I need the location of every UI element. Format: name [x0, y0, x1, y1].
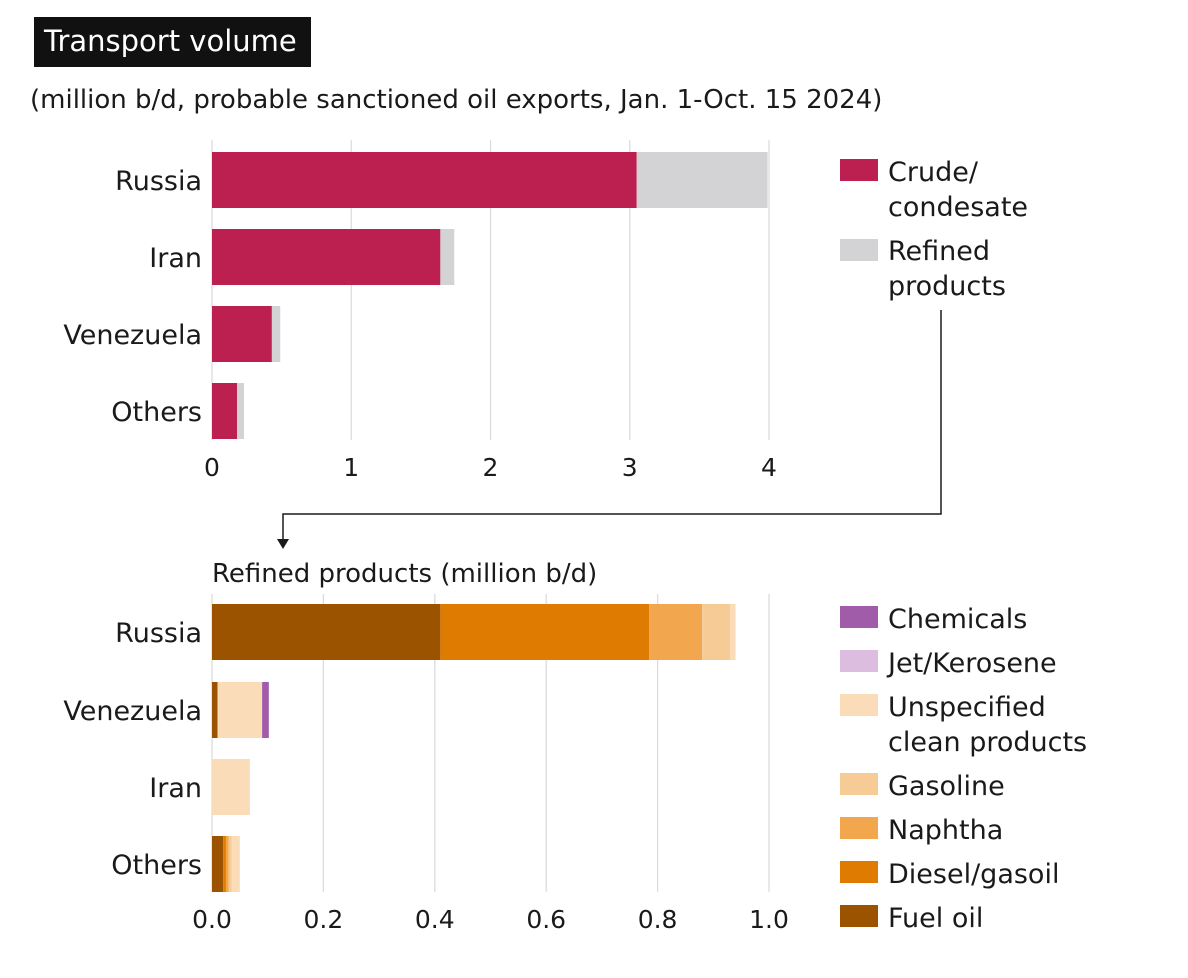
- legend-label: Naphtha: [888, 815, 1003, 846]
- bar-others-fuel-oil: [212, 836, 224, 892]
- bar-venezuela-fuel-oil: [212, 682, 218, 738]
- bar-russia-unspecified-clean-products: [730, 604, 736, 660]
- legend-swatch: [840, 773, 878, 795]
- bar-venezuela-refined-products: [271, 306, 281, 362]
- legend-label: condesate: [888, 192, 1028, 223]
- bar-others-diesel-gasoil: [223, 836, 226, 892]
- chart-title: Transport volume: [34, 17, 311, 67]
- legend-label: products: [888, 271, 1006, 302]
- x-tick-label: 0.0: [192, 905, 232, 934]
- bar-russia-gasoline: [702, 604, 731, 660]
- legend-bottom: Chemicals Jet/Kerosene Unspecified clean pr…: [840, 604, 1087, 934]
- bar-iran-crude-condesate: [212, 229, 441, 285]
- bar-russia-refined-products: [636, 152, 768, 208]
- bar-others-unspecified-clean-products: [231, 836, 240, 892]
- chart-subtitle: (million b/d, probable sanctioned oil ex…: [30, 85, 883, 115]
- bar-venezuela-unspecified-clean-products: [217, 682, 263, 738]
- bar-russia-naphtha: [649, 604, 703, 660]
- bar-russia-diesel-gasoil: [440, 604, 650, 660]
- legend-swatch: [840, 905, 878, 927]
- category-label: Others: [111, 850, 202, 881]
- category-label: Russia: [115, 166, 202, 197]
- x-tick-label: 1: [343, 453, 359, 482]
- legend-label: clean products: [888, 727, 1087, 758]
- category-label: Russia: [115, 618, 202, 649]
- bar-others-refined-products: [237, 383, 245, 439]
- legend-swatch: [840, 159, 878, 181]
- x-tick-label: 0.6: [526, 905, 566, 934]
- connector-line: [282, 310, 942, 541]
- bar-iran-refined-products: [440, 229, 455, 285]
- x-tick-label: 3: [622, 453, 638, 482]
- legend-label: Unspecified: [888, 692, 1046, 723]
- bar-iran-unspecified-clean-products: [212, 759, 250, 815]
- legend-swatch: [840, 694, 878, 716]
- legend-label: Chemicals: [888, 604, 1027, 635]
- bar-russia-fuel-oil: [212, 604, 441, 660]
- legend-swatch: [840, 650, 878, 672]
- legend-label: Crude/: [888, 157, 979, 188]
- bar-russia-crude-condesate: [212, 152, 637, 208]
- legend-label: Fuel oil: [888, 903, 983, 934]
- chart-bottom-refined: 0.0 0.2 0.4 0.6 0.8 1.0 Russia Venezuela Iran Oth…: [63, 594, 789, 934]
- x-tick-label: 0.8: [638, 905, 678, 934]
- bar-others-gasoline: [228, 836, 232, 892]
- legend-swatch: [840, 606, 878, 628]
- legend-label: Refined: [888, 236, 990, 267]
- connector-arrow: [277, 310, 942, 549]
- bar-venezuela-crude-condesate: [212, 306, 272, 362]
- bar-others-crude-condesate: [212, 383, 238, 439]
- legend-top: Crude/condesate Refined products: [840, 157, 1028, 302]
- legend-swatch: [840, 239, 878, 261]
- bar-venezuela-chemicals: [262, 682, 269, 738]
- legend-label: Gasoline: [888, 771, 1005, 802]
- chart-top-volume: 0 1 2 3 4 Russia Iran Venezuela Others: [63, 140, 777, 482]
- bar-others-naphtha: [225, 836, 229, 892]
- x-tick-label: 0: [204, 453, 220, 482]
- category-label: Venezuela: [63, 320, 202, 351]
- x-tick-label: 1.0: [749, 905, 789, 934]
- x-tick-label: 4: [761, 453, 777, 482]
- category-label: Venezuela: [63, 696, 202, 727]
- refined-chart-title: Refined products (million b/d): [212, 559, 597, 589]
- legend-label: Jet/Kerosene: [886, 648, 1057, 679]
- x-tick-label: 2: [483, 453, 499, 482]
- legend-swatch: [840, 817, 878, 839]
- x-tick-label: 0.2: [304, 905, 344, 934]
- legend-swatch: [840, 861, 878, 883]
- legend-label: Diesel/gasoil: [888, 859, 1059, 890]
- x-tick-label: 0.4: [415, 905, 455, 934]
- connector-arrowhead: [277, 539, 289, 549]
- category-label: Iran: [149, 773, 202, 804]
- category-label: Iran: [149, 243, 202, 274]
- category-label: Others: [111, 397, 202, 428]
